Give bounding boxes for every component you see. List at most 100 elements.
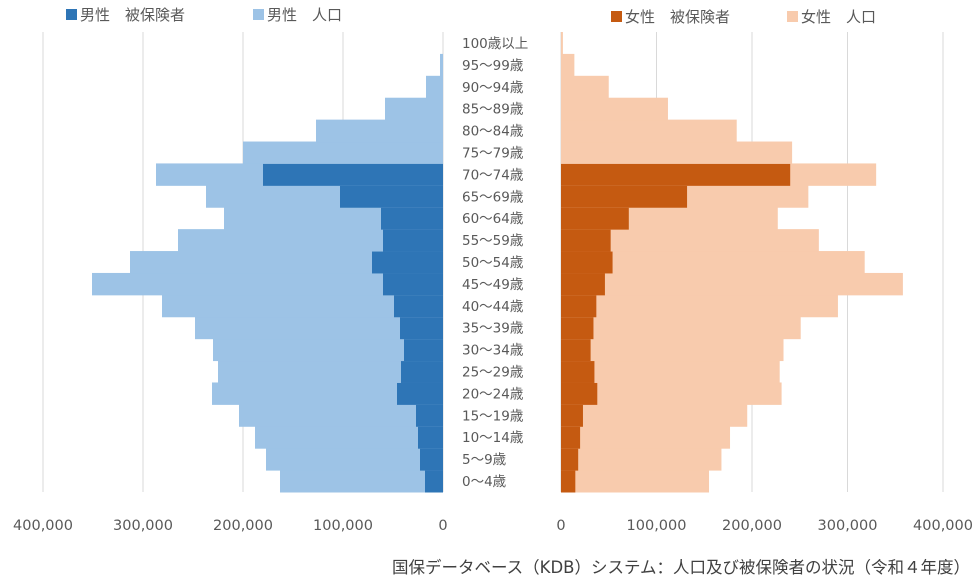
right-tick-label-2: 200,000: [722, 518, 782, 534]
bar-female-insured-1: [561, 448, 579, 471]
legend-label-female-insured: 女性 被保険者: [625, 8, 730, 26]
bar-male-insured-4: [397, 382, 443, 405]
bar-female-insured-8: [561, 294, 597, 318]
age-label-20: 100歳以上: [462, 36, 528, 52]
bar-female-population-17: [561, 97, 668, 121]
bar-male-insured-1: [420, 448, 443, 471]
age-label-16: 80〜84歳: [462, 124, 524, 140]
age-label-0: 0〜4歳: [462, 474, 507, 490]
bar-female-population-6: [561, 338, 784, 362]
age-label-13: 65〜69歳: [462, 189, 524, 205]
age-label-2: 10〜14歳: [462, 430, 524, 446]
left-tick-label-2: 200,000: [213, 518, 273, 534]
left-tick-label-0: 400,000: [13, 518, 73, 534]
bar-male-population-9: [92, 272, 443, 296]
legend-label-male-insured: 男性 被保険者: [80, 6, 185, 24]
bar-female-population-0: [561, 470, 710, 493]
bar-female-insured-9: [561, 272, 605, 296]
age-label-10: 50〜54歳: [462, 255, 524, 271]
bar-male-population-7: [195, 316, 443, 340]
bar-male-population-11: [178, 229, 443, 252]
bar-female-population-7: [561, 316, 801, 340]
bar-female-population-1: [561, 448, 722, 471]
bar-male-population-2: [255, 426, 443, 449]
left-tick-label-1: 300,000: [113, 518, 173, 534]
age-labels: 0〜4歳 5〜9歳 10〜14歳 15〜19歳 20〜24歳 25〜29歳 30〜34歳 35…: [462, 36, 528, 490]
bar-male-insured-0: [425, 470, 443, 493]
x-tick-labels: 400,000 300,000 200,000 100,000 0 0 100,000 200…: [13, 518, 973, 534]
bar-female-insured-14: [561, 163, 791, 186]
age-label-8: 40〜44歳: [462, 299, 524, 315]
bar-female-population-9: [561, 272, 903, 296]
bar-female-population-19: [561, 53, 575, 77]
bar-male-insured-6: [404, 338, 443, 362]
bar-male-insured-12: [381, 207, 443, 230]
bar-female-population-16: [561, 119, 737, 143]
left-tick-label-4: 0: [438, 518, 447, 534]
legend-swatch-male-population: [253, 9, 264, 20]
bar-female-population-5: [561, 360, 780, 383]
age-label-5: 25〜29歳: [462, 365, 524, 381]
bars: [92, 32, 903, 493]
bar-male-insured-9: [383, 272, 443, 296]
bar-male-population-10: [130, 251, 443, 274]
right-tick-label-4: 400,000: [913, 518, 973, 534]
legend-male: 男性 被保険者 男性 人口: [66, 6, 342, 24]
bar-male-population-0: [280, 470, 443, 493]
age-label-18: 90〜94歳: [462, 80, 524, 96]
bar-male-insured-8: [394, 294, 443, 318]
bar-male-insured-13: [340, 185, 443, 208]
bar-female-population-10: [561, 251, 865, 274]
bar-female-population-2: [561, 426, 731, 449]
age-label-14: 70〜74歳: [462, 167, 524, 183]
bar-male-insured-5: [401, 360, 443, 383]
bar-female-insured-10: [561, 251, 613, 274]
bar-female-population-3: [561, 404, 748, 427]
age-label-12: 60〜64歳: [462, 211, 524, 227]
bar-male-population-8: [162, 294, 443, 318]
legend-label-female-population: 女性 人口: [801, 8, 876, 26]
legend-female: 女性 被保険者 女性 人口: [611, 8, 876, 26]
age-label-15: 75〜79歳: [462, 145, 524, 161]
bar-male-population-15: [243, 141, 443, 164]
age-label-4: 20〜24歳: [462, 386, 524, 402]
legend-swatch-female-population: [787, 11, 798, 22]
bar-female-insured-12: [561, 207, 629, 230]
age-label-7: 35〜39歳: [462, 321, 524, 337]
bar-female-insured-13: [561, 185, 688, 208]
legend-swatch-male-insured: [66, 9, 77, 20]
legend-label-male-population: 男性 人口: [267, 6, 342, 24]
age-label-3: 15〜19歳: [462, 408, 524, 424]
bar-male-insured-10: [372, 251, 443, 274]
bar-male-insured-2: [418, 426, 443, 449]
bar-female-insured-5: [561, 360, 595, 383]
bar-female-population-8: [561, 294, 838, 318]
bar-female-population-20: [561, 32, 563, 55]
bar-male-population-16: [316, 119, 443, 143]
bar-female-insured-2: [561, 426, 581, 449]
bar-male-population-18: [426, 75, 443, 99]
age-label-17: 85〜89歳: [462, 102, 524, 118]
bar-male-insured-3: [416, 404, 443, 427]
source-note: 国保データベース（KDB）システム：人口及び被保険者の状況（令和４年度）: [392, 557, 970, 577]
bar-male-population-6: [213, 338, 443, 362]
bar-female-insured-6: [561, 338, 591, 362]
bar-male-insured-7: [400, 316, 443, 340]
bar-female-insured-11: [561, 229, 611, 252]
age-label-11: 55〜59歳: [462, 233, 524, 249]
bar-female-population-11: [561, 229, 819, 252]
bar-male-population-19: [440, 53, 443, 77]
right-tick-label-0: 0: [556, 518, 565, 534]
bar-male-population-3: [239, 404, 443, 427]
bar-male-insured-11: [383, 229, 443, 252]
bar-male-population-5: [218, 360, 443, 383]
bar-female-population-4: [561, 382, 782, 405]
bar-male-population-1: [266, 448, 443, 471]
bar-male-population-17: [385, 97, 443, 121]
legend-swatch-female-insured: [611, 11, 622, 22]
bar-female-insured-7: [561, 316, 594, 340]
bar-female-population-18: [561, 75, 609, 99]
age-label-1: 5〜9歳: [462, 452, 507, 468]
age-label-9: 45〜49歳: [462, 277, 524, 293]
